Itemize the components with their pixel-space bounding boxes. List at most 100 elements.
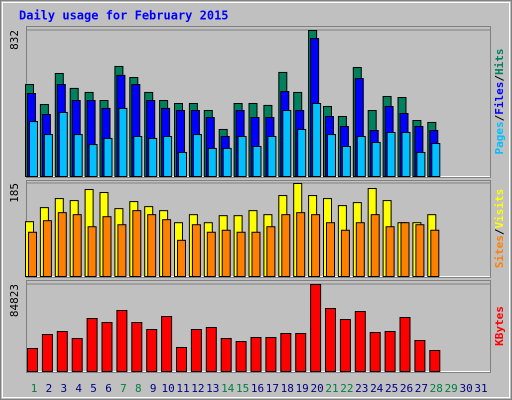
bar xyxy=(162,219,172,277)
bar xyxy=(369,331,381,373)
bar xyxy=(312,103,322,177)
x-tick-label: 14 xyxy=(221,382,235,395)
bar xyxy=(281,214,291,278)
x-tick-label: 15 xyxy=(236,382,249,395)
legend-separator: / xyxy=(493,228,506,235)
x-tick-label: 17 xyxy=(266,382,279,395)
bar xyxy=(118,107,128,177)
x-tick-label: 3 xyxy=(60,382,67,395)
x-tick-label: 25 xyxy=(385,382,398,395)
bar xyxy=(117,224,127,277)
x-tick-label: 6 xyxy=(105,382,112,395)
bar xyxy=(282,110,292,177)
x-tick-label: 30 xyxy=(459,382,472,395)
bar xyxy=(370,214,380,278)
bar xyxy=(28,231,37,277)
bar xyxy=(207,147,217,178)
x-tick-label: 7 xyxy=(120,382,127,395)
bar xyxy=(251,231,261,277)
bar xyxy=(88,144,98,177)
bar xyxy=(400,222,410,278)
bar xyxy=(252,145,262,177)
x-tick-label: 13 xyxy=(206,382,219,395)
x-tick-label: 28 xyxy=(430,382,443,395)
bar xyxy=(163,135,173,178)
legend: Pages/Files/Hits xyxy=(493,49,506,155)
bar xyxy=(401,131,411,178)
bar xyxy=(192,134,202,177)
bar xyxy=(43,134,53,177)
x-tick-label: 2 xyxy=(46,382,53,395)
bar xyxy=(341,145,351,177)
legend-entry: Pages xyxy=(493,121,506,154)
bar xyxy=(205,326,217,372)
y-tick-label: 84823 xyxy=(8,284,21,317)
bar xyxy=(340,229,350,278)
bar xyxy=(191,224,201,277)
x-tick-label: 19 xyxy=(296,382,309,395)
x-tick-label: 27 xyxy=(415,382,428,395)
bar xyxy=(133,135,143,178)
x-tick-label: 31 xyxy=(474,382,487,395)
legend-separator: / xyxy=(493,75,506,82)
bar xyxy=(148,137,158,177)
bar xyxy=(116,309,128,373)
bar xyxy=(295,332,307,373)
bar xyxy=(431,143,441,177)
x-tick-label: 26 xyxy=(400,382,413,395)
x-tick-label: 20 xyxy=(310,382,323,395)
bar xyxy=(41,333,53,372)
bar xyxy=(267,135,277,178)
bar xyxy=(178,151,187,178)
legend-entry: Files xyxy=(493,82,506,115)
bar xyxy=(429,349,441,373)
x-tick-label: 8 xyxy=(135,382,142,395)
bar xyxy=(71,337,83,373)
legend: KBytes xyxy=(493,306,506,346)
bar xyxy=(42,220,52,277)
x-tick-label: 16 xyxy=(251,382,264,395)
bar xyxy=(101,321,113,372)
bar xyxy=(265,336,277,373)
bar xyxy=(339,318,351,373)
bar xyxy=(146,328,158,373)
bar xyxy=(280,332,292,373)
x-tick-label: 12 xyxy=(191,382,204,395)
bar xyxy=(311,214,321,278)
x-tick-label: 24 xyxy=(370,382,384,395)
y-tick-label: 185 xyxy=(8,183,21,203)
legend-entry: Hits xyxy=(493,49,506,76)
bar xyxy=(416,151,426,178)
bar xyxy=(355,222,365,278)
bar xyxy=(206,231,216,277)
bar xyxy=(57,212,67,277)
bar xyxy=(297,128,307,178)
x-tick-label: 4 xyxy=(75,382,82,395)
bar xyxy=(131,321,143,372)
bar xyxy=(325,307,336,372)
bar xyxy=(237,135,247,178)
bar xyxy=(356,135,366,178)
bar xyxy=(103,137,113,177)
bar xyxy=(354,310,366,373)
bar xyxy=(385,226,395,278)
legend-entry: Sites xyxy=(493,235,506,268)
x-tick-label: 5 xyxy=(90,382,97,395)
bar xyxy=(430,229,440,278)
bar xyxy=(29,121,38,177)
bar xyxy=(190,328,202,373)
bar xyxy=(147,214,157,278)
bar xyxy=(236,231,246,277)
bar xyxy=(384,330,396,372)
bar xyxy=(102,216,112,277)
bar xyxy=(327,134,336,177)
bar xyxy=(310,284,322,372)
bar xyxy=(221,229,231,278)
bar xyxy=(266,226,276,278)
x-tick-label: 10 xyxy=(161,382,174,395)
bar xyxy=(58,111,68,177)
bar xyxy=(161,315,173,373)
x-tick-label: 21 xyxy=(325,382,338,395)
